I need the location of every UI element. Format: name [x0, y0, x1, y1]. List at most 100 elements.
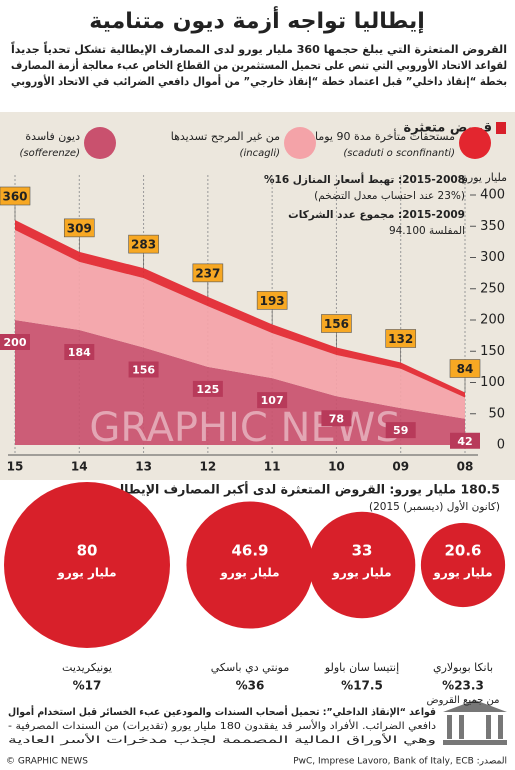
- total-label: 84: [457, 362, 474, 376]
- share-label: %36: [236, 679, 265, 693]
- bank-column: [459, 715, 464, 739]
- value-label-box: [192, 380, 223, 397]
- bubble-unit: مليار يورو: [432, 566, 492, 581]
- credit: © GRAPHIC NEWS: [6, 757, 88, 767]
- bubble-unit: مليار يورو: [219, 566, 279, 581]
- bank-name: بانكا بوبولاري: [433, 661, 493, 674]
- total-label: 193: [260, 294, 285, 308]
- area-series: [15, 230, 465, 419]
- y-tick-label: 200: [480, 313, 505, 328]
- bubble-value: 20.6: [444, 542, 481, 560]
- rules-line: وهي الأوراق المالية المصممة لجذب مدخرات …: [8, 733, 436, 746]
- value-label: 156: [132, 364, 155, 377]
- x-tick-label: 08: [457, 460, 474, 474]
- total-label: 360: [2, 190, 27, 204]
- y-tick-label: 50: [488, 406, 505, 421]
- bank-column: [498, 715, 503, 739]
- y-axis-label: مليار يورو: [462, 171, 507, 184]
- bubble-value: 80: [77, 542, 98, 560]
- x-tick-label: 15: [7, 460, 24, 474]
- value-label: 184: [68, 346, 91, 359]
- bubble: [4, 482, 170, 648]
- annotation: 2015-2009: مجموع عدد الشركات: [288, 209, 465, 221]
- bank-icon-label: BANK: [464, 723, 487, 731]
- value-label-box: [321, 410, 352, 427]
- value-label-box: [257, 392, 288, 409]
- legend-label: مستحقات متأخرة مدة 90 يوما: [315, 128, 455, 143]
- y-tick-label: 350: [480, 219, 505, 234]
- bubble: [186, 501, 314, 629]
- legend-swatch: [459, 127, 491, 159]
- bubble-unit: مليار يورو: [331, 566, 391, 581]
- share-label: %17: [73, 679, 102, 693]
- watermark: GRAPHIC NEWS: [89, 405, 400, 451]
- share-note: من جميع القروض: [427, 695, 500, 706]
- value-label: 125: [196, 383, 219, 396]
- x-tick-label: 11: [264, 460, 281, 474]
- bank-name: يونيكريديت: [62, 661, 112, 674]
- total-label: 132: [388, 332, 413, 346]
- x-tick-label: 13: [135, 460, 152, 474]
- value-label-box: [128, 361, 159, 378]
- bank-name: مونتي دي باسكي: [211, 661, 290, 674]
- intro-line: لقواعد الاتحاد الأوروبي التي تنص على تحم…: [11, 58, 507, 72]
- annotation: 2015-2008: تهبط أسعار المنازل 16%: [264, 172, 465, 186]
- bank-name: إنتيسا سان باولو: [324, 661, 399, 674]
- bank-roof: [443, 700, 507, 712]
- bubble-subtitle: (كانون الأول (ديسمبر) 2015): [369, 500, 500, 513]
- y-tick-label: 400: [480, 188, 505, 203]
- total-label: 156: [324, 317, 349, 331]
- legend-sublabel: (scaduti o sconfinanti): [343, 148, 455, 159]
- bubble-value: 46.9: [231, 542, 268, 560]
- value-label-box: [64, 344, 95, 360]
- intro-line: بخطة “إنقاذ داخلي” قبل اعتماد خطة “إنقاذ…: [11, 74, 507, 88]
- area-series: [15, 220, 465, 398]
- y-tick-label: 300: [480, 250, 505, 265]
- intro-line: القروض المتعثرة التي يبلغ حجمها 360 مليا…: [11, 41, 507, 56]
- legend-sublabel: (sofferenze): [19, 148, 80, 159]
- legend-label: من غير المرجح تسديدها: [171, 130, 280, 143]
- bubble-value: 33: [352, 542, 373, 560]
- rules-line: قواعد “الإنقاذ الداخلي”: تحميل أصحاب الس…: [8, 705, 436, 718]
- value-label: 107: [261, 394, 284, 407]
- x-tick-label: 09: [392, 460, 409, 474]
- bank-column: [447, 715, 452, 739]
- value-label-box: [385, 422, 416, 439]
- total-label: 309: [67, 221, 92, 235]
- bubble-unit: مليار يورو: [56, 566, 116, 581]
- total-label: 237: [195, 266, 220, 280]
- bank-column: [486, 715, 491, 739]
- value-label: 78: [329, 412, 344, 425]
- section-bullet: [496, 122, 506, 134]
- legend-sublabel: (incagli): [240, 148, 280, 159]
- area-series: [15, 320, 465, 445]
- bubble-title: 180.5 مليار يورو: القروض المتعثرة لدى أك…: [107, 481, 500, 497]
- value-label: 59: [393, 424, 408, 437]
- value-label: 200: [4, 336, 27, 349]
- x-tick-label: 14: [71, 460, 88, 474]
- share-label: %23.3: [442, 679, 484, 693]
- value-label-box: [450, 432, 480, 449]
- legend-label: ديون فاسدة: [25, 130, 80, 143]
- title: إيطاليا تواجه أزمة ديون متنامية: [89, 5, 425, 34]
- bubble: [420, 522, 506, 608]
- y-tick-label: 250: [480, 281, 505, 296]
- bank-base: [443, 740, 507, 745]
- x-tick-label: 12: [200, 460, 217, 474]
- bank-icon: [443, 700, 507, 745]
- legend-swatch: [284, 127, 316, 159]
- y-tick-label: 100: [480, 375, 505, 390]
- bubble: [308, 511, 416, 619]
- y-tick-label: 150: [480, 344, 505, 359]
- total-label: 283: [131, 238, 156, 252]
- x-tick-label: 10: [328, 460, 345, 474]
- source: المصدر: PwC, Imprese Lavoro, Bank of Ita…: [293, 757, 507, 767]
- share-label: %17.5: [341, 679, 383, 693]
- value-label: 42: [457, 435, 472, 448]
- annotation: المفلسة 94.100: [389, 225, 465, 237]
- y-tick-label: 0: [497, 438, 505, 453]
- legend-swatch: [84, 127, 116, 159]
- rules-line: دافعي الضرائب. الأفراد والأسر قد يفقدون …: [8, 719, 436, 732]
- annotation: (23% عند احتساب معدل التضخم): [314, 190, 465, 202]
